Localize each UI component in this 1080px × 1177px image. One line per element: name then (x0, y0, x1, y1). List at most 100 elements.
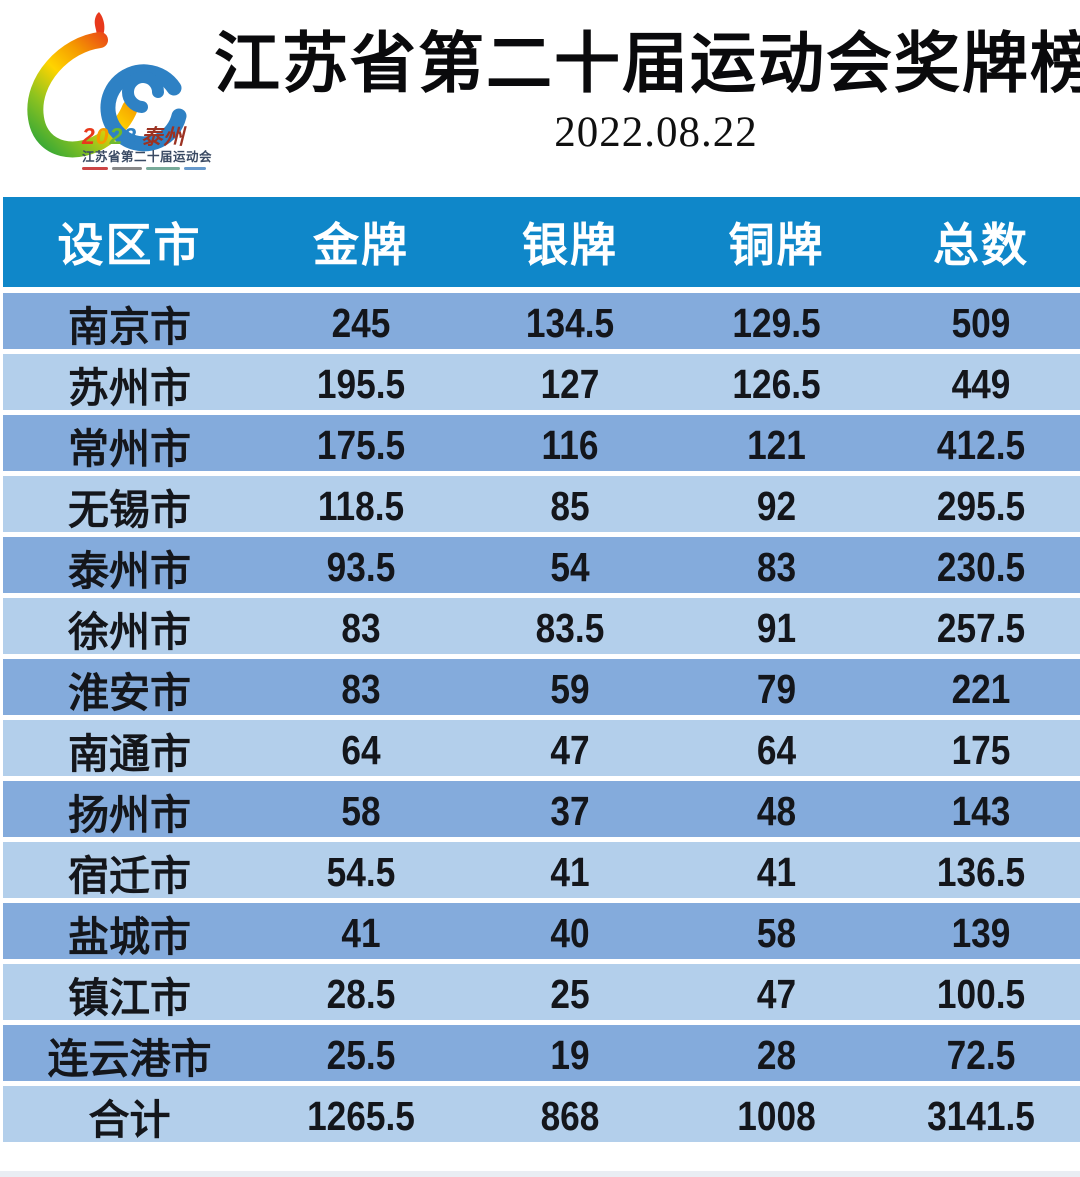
gold-cell: 54.5 (326, 848, 396, 895)
silver-cell: 37 (550, 787, 590, 834)
col-header-gold: 金牌 (313, 219, 409, 271)
bronze-cell: 91 (756, 604, 797, 651)
gold-cell: 58 (341, 787, 381, 834)
city-cell: 泰州市 (68, 548, 191, 594)
city-cell: 徐州市 (68, 609, 191, 655)
table-row: 扬州市 58 37 48 143 (3, 781, 1080, 838)
table-row: 淮安市 83 59 79 221 (3, 659, 1080, 716)
bronze-cell: 48 (756, 787, 797, 834)
bronze-cell: 64 (756, 726, 797, 773)
city-cell: 连云港市 (47, 1036, 212, 1082)
gold-cell: 83 (341, 604, 381, 651)
bronze-cell: 58 (756, 909, 797, 956)
logo-text: 2022 泰州 江苏省第二十届运动会 (82, 123, 214, 171)
silver-cell: 19 (550, 1031, 590, 1078)
games-logo: 2022 泰州 江苏省第二十届运动会 (14, 6, 214, 191)
total-cell: 100.5 (936, 970, 1026, 1017)
gold-cell: 25.5 (326, 1031, 396, 1078)
gold-cell: 83 (341, 665, 381, 712)
table-row: 常州市 175.5 116 121 412.5 (3, 415, 1080, 472)
gold-cell: 118.5 (317, 482, 405, 529)
bronze-cell: 129.5 (732, 299, 821, 346)
silver-cell: 83.5 (535, 604, 605, 651)
bronze-cell: 83 (756, 543, 797, 590)
total-cell: 139 (951, 909, 1011, 956)
bronze-cell: 1008 (737, 1092, 816, 1139)
silver-cell: 59 (550, 665, 590, 712)
total-cell: 509 (951, 299, 1011, 346)
logo-host-city: 泰州 (141, 126, 186, 149)
silver-cell: 116 (541, 421, 599, 468)
col-header-silver: 银牌 (522, 219, 618, 271)
gold-cell: 175.5 (316, 421, 406, 468)
city-cell: 盐城市 (68, 914, 191, 960)
table-row: 无锡市 118.5 85 92 295.5 (3, 476, 1080, 533)
total-cell: 3141.5 (927, 1092, 1035, 1139)
bottom-divider (0, 1171, 1080, 1177)
total-cell: 175 (951, 726, 1011, 773)
gold-cell: 245 (331, 299, 391, 346)
page-date: 2022.08.22 (554, 108, 758, 156)
city-cell: 合计 (88, 1097, 171, 1143)
total-cell: 72.5 (946, 1031, 1016, 1078)
gold-cell: 93.5 (326, 543, 396, 590)
silver-cell: 25 (550, 970, 590, 1017)
city-cell: 南京市 (68, 304, 191, 350)
title-block: 江苏省第二十届运动会奖牌榜 2022.08.22 (214, 0, 1080, 157)
col-header-city: 设区市 (57, 219, 202, 271)
table-row: 南京市 245 134.5 129.5 509 (3, 293, 1080, 350)
total-cell: 230.5 (936, 543, 1026, 590)
table-row: 连云港市 25.5 19 28 72.5 (3, 1025, 1080, 1082)
page-title: 江苏省第二十届运动会奖牌榜 (214, 26, 1080, 100)
bronze-cell: 126.5 (732, 360, 821, 407)
bronze-cell: 47 (756, 970, 797, 1017)
games-logo-icon (27, 12, 187, 158)
gold-cell: 64 (341, 726, 381, 773)
table-row: 宿迁市 54.5 41 41 136.5 (3, 842, 1080, 899)
bronze-cell: 41 (756, 848, 797, 895)
city-cell: 镇江市 (68, 975, 191, 1021)
medal-table: 设区市 金牌 银牌 铜牌 总数 南京市 245 134.5 129.5 509 苏州市 19… (3, 197, 1080, 1143)
logo-subtitle: 江苏省第二十届运动会 (82, 150, 213, 165)
gold-cell: 195.5 (316, 360, 406, 407)
bronze-cell: 79 (756, 665, 797, 712)
logo-english-line (82, 167, 214, 171)
silver-cell: 54 (550, 543, 590, 590)
logo-year-digit: 2 (109, 123, 124, 149)
silver-cell: 40 (550, 909, 590, 956)
silver-cell: 41 (550, 848, 590, 895)
city-cell: 宿迁市 (68, 853, 191, 899)
silver-cell: 868 (540, 1092, 600, 1139)
total-cell: 143 (951, 787, 1011, 834)
table-header-row: 设区市 金牌 银牌 铜牌 总数 (3, 197, 1080, 287)
city-cell: 苏州市 (68, 365, 191, 411)
bronze-cell: 121 (747, 421, 806, 468)
table-row: 盐城市 41 40 58 139 (3, 903, 1080, 960)
gold-cell: 41 (341, 909, 381, 956)
col-header-total: 总数 (933, 219, 1029, 271)
total-cell: 295.5 (936, 482, 1026, 529)
logo-year-digit: 2 (82, 123, 96, 149)
table-row: 镇江市 28.5 25 47 100.5 (3, 964, 1080, 1021)
silver-cell: 134.5 (525, 299, 615, 346)
silver-cell: 127 (540, 360, 600, 407)
medal-table-body: 南京市 245 134.5 129.5 509 苏州市 195.5 127 126.5 449 常州… (3, 293, 1080, 1143)
city-cell: 淮安市 (68, 670, 191, 716)
bronze-cell: 28 (756, 1031, 797, 1078)
city-cell: 扬州市 (68, 792, 191, 838)
table-row: 徐州市 83 83.5 91 257.5 (3, 598, 1080, 655)
total-cell: 412.5 (936, 421, 1026, 468)
silver-cell: 47 (550, 726, 590, 773)
page-header: 2022 泰州 江苏省第二十届运动会 江苏省第二十届运动会奖牌榜 2022.08.… (0, 0, 1080, 197)
total-cell: 257.5 (936, 604, 1026, 651)
logo-year-digit: 0 (95, 123, 110, 149)
gold-cell: 28.5 (326, 970, 396, 1017)
table-row: 泰州市 93.5 54 83 230.5 (3, 537, 1080, 594)
total-cell: 221 (951, 665, 1011, 712)
table-row: 南通市 64 47 64 175 (3, 720, 1080, 777)
city-cell: 常州市 (68, 426, 191, 472)
table-row: 苏州市 195.5 127 126.5 449 (3, 354, 1080, 411)
city-cell: 无锡市 (68, 487, 191, 533)
bronze-cell: 92 (756, 482, 797, 529)
city-cell: 南通市 (68, 731, 191, 777)
